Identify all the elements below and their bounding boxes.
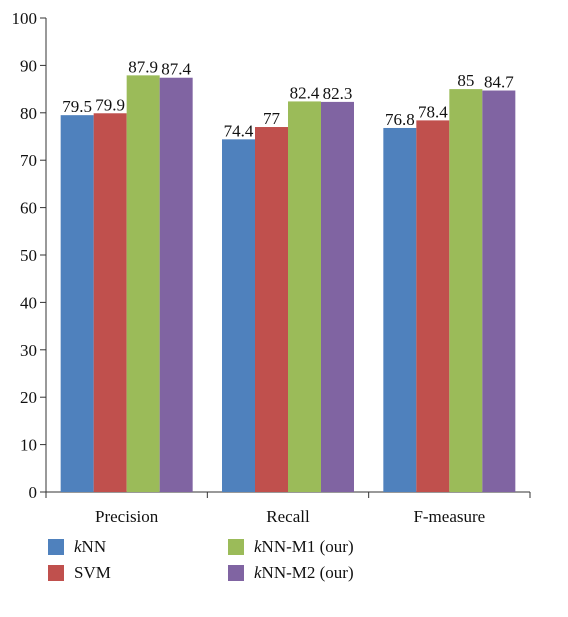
y-tick-label: 60 (20, 199, 37, 218)
data-label-knn-m2-our-f-measure: 84.7 (484, 73, 514, 92)
y-tick-label: 70 (20, 151, 37, 170)
legend-label-knn-m1: kNN-M1 (our) (254, 537, 354, 556)
x-tick-label-precision: Precision (95, 507, 159, 526)
legend-swatch-svm (48, 565, 64, 581)
bar-knn-m2-our-f-measure (482, 90, 516, 492)
legend-item-svm: SVM (48, 562, 228, 584)
y-tick-label: 0 (29, 483, 38, 502)
y-tick-label: 30 (20, 341, 37, 360)
bar-knn-m2-our-recall (321, 101, 354, 492)
legend-label-knn-m2: kNN-M2 (our) (254, 563, 354, 582)
bar-knn-f-measure (383, 127, 417, 492)
bar-svm-f-measure (416, 120, 450, 492)
legend-label-svm: SVM (74, 563, 111, 582)
legend-item-knn-m1: kNN-M1 (our) (228, 536, 448, 558)
data-label-knn-m1-our-precision: 87.9 (128, 57, 158, 76)
y-tick-label: 90 (20, 56, 37, 75)
bar-knn-m2-our-precision (159, 77, 193, 492)
legend-label-knn: kNN (74, 537, 107, 556)
legend-item-knn-m2: kNN-M2 (our) (228, 562, 448, 584)
data-label-knn-m2-our-precision: 87.4 (161, 60, 191, 79)
legend-swatch-knn-m2 (228, 565, 244, 581)
legend: kNN kNN-M1 (our) SVM kNN-M2 (our) (48, 536, 468, 584)
bar-svm-precision (93, 113, 127, 493)
bar-svm-recall (255, 127, 288, 493)
bars-layer (60, 75, 516, 493)
y-tick-label: 50 (20, 246, 37, 265)
data-label-knn-m2-our-recall: 82.3 (323, 84, 353, 103)
y-tick-label: 80 (20, 104, 37, 123)
legend-item-knn: kNN (48, 536, 228, 558)
axes-layer: 0 10 20 30 40 50 60 70 80 90 100 Precision Recall F-m… (12, 9, 531, 526)
data-label-knn-f-measure: 76.8 (385, 110, 415, 129)
data-label-knn-m1-our-f-measure: 85 (457, 71, 474, 90)
y-tick-label: 10 (20, 436, 37, 455)
bar-knn-m1-our-precision (126, 75, 160, 492)
data-label-knn-recall: 74.4 (224, 121, 254, 140)
bar-knn-m1-our-f-measure (449, 89, 483, 492)
bar-knn-m1-our-recall (288, 101, 321, 492)
x-tick-label-recall: Recall (266, 507, 310, 526)
y-tick-label: 20 (20, 388, 37, 407)
legend-swatch-knn-m1 (228, 539, 244, 555)
y-tick-label: 40 (20, 293, 37, 312)
labels-layer: 79.5 74.4 76.8 79.9 77 78.4 87.9 82.4 85 87.4 82.3… (62, 57, 514, 140)
data-label-svm-recall: 77 (263, 109, 281, 128)
data-label-svm-precision: 79.9 (95, 95, 125, 114)
legend-swatch-knn (48, 539, 64, 555)
data-label-knn-precision: 79.5 (62, 97, 92, 116)
bar-knn-recall (222, 139, 255, 492)
x-tick-label-f-measure: F-measure (413, 507, 485, 526)
y-tick-label: 100 (12, 9, 38, 28)
data-label-knn-m1-our-recall: 82.4 (290, 83, 320, 102)
data-label-svm-f-measure: 78.4 (418, 102, 448, 121)
bar-knn-precision (60, 115, 94, 493)
